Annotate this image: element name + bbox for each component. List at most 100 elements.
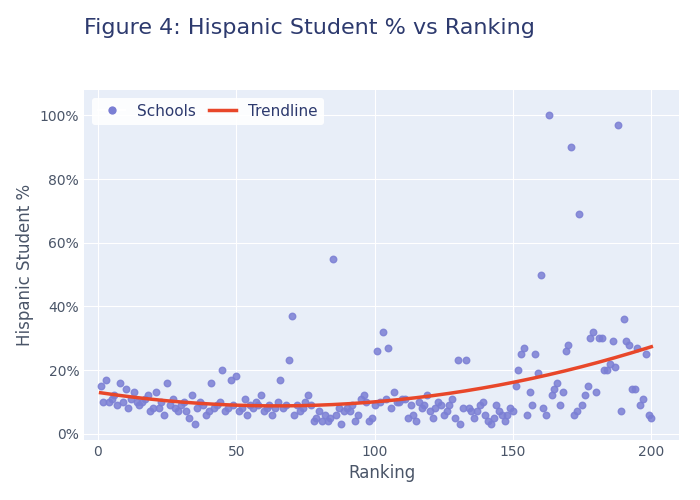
Point [529,350,540,358]
Point [419,401,430,409]
Point [485,420,496,428]
Point [286,312,297,320]
Point [223,404,234,412]
Point [349,417,360,425]
Point [139,394,150,402]
Point [389,388,400,396]
Point [430,404,441,412]
Point [468,414,480,422]
Point [596,334,607,342]
Point [593,334,604,342]
Point [114,378,125,386]
Point [159,410,170,418]
Point [438,410,449,418]
Legend: Schools, Trendline: Schools, Trendline [92,98,324,125]
Point [131,398,142,406]
Point [244,401,256,409]
Point [494,408,505,416]
Point [587,328,598,336]
Point [264,401,275,409]
Point [463,404,475,412]
Point [532,369,543,377]
Point [598,366,610,374]
Point [209,404,220,412]
Point [424,408,435,416]
Point [421,392,433,400]
Point [632,344,643,351]
Point [491,401,502,409]
Point [643,410,655,418]
Point [524,388,536,396]
Point [169,404,181,412]
Point [197,401,209,409]
Point [272,398,284,406]
Point [538,404,549,412]
Point [629,385,641,393]
Point [172,408,183,416]
Point [410,417,421,425]
Point [621,338,632,345]
Point [552,378,563,386]
Point [225,376,237,384]
Point [181,408,192,416]
Point [477,398,488,406]
Point [355,394,366,402]
Point [452,356,463,364]
Point [601,366,612,374]
Point [214,398,225,406]
Point [297,404,308,412]
Point [374,398,386,406]
Point [461,356,472,364]
Point [104,398,115,406]
Point [233,408,244,416]
Point [294,408,305,416]
Point [258,408,270,416]
Point [372,347,383,355]
Point [358,392,369,400]
Point [383,344,394,351]
Point [394,398,405,406]
Point [101,376,112,384]
Point [413,398,424,406]
Point [433,398,444,406]
Point [471,408,482,416]
Point [311,414,322,422]
Point [120,385,131,393]
Point [482,417,493,425]
Point [516,350,527,358]
Point [203,408,214,416]
Point [156,398,167,406]
Point [153,404,164,412]
Point [136,398,148,406]
Point [458,404,469,412]
Point [278,404,289,412]
Point [108,392,120,400]
Point [186,392,197,400]
Point [314,408,325,416]
Point [346,401,358,409]
Point [391,398,402,406]
Point [554,401,566,409]
Point [122,404,134,412]
Point [220,408,231,416]
Point [455,420,466,428]
Point [546,392,557,400]
Point [369,401,380,409]
Point [535,270,546,278]
Point [275,376,286,384]
Point [316,417,328,425]
Point [574,210,585,218]
Point [549,385,560,393]
Point [211,401,223,409]
Point [640,350,652,358]
Point [466,408,477,416]
Point [230,372,241,380]
Point [577,401,588,409]
Point [305,401,316,409]
Point [610,363,621,371]
Point [360,398,372,406]
Point [328,254,339,262]
Point [261,404,272,412]
Point [522,410,533,418]
Point [206,378,217,386]
